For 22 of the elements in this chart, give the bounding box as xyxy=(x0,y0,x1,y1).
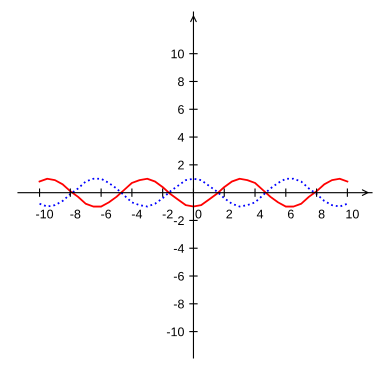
y-tick-label: 4 xyxy=(178,132,184,142)
x-tick-label: 0 xyxy=(195,210,202,218)
x-tick-label: -4 xyxy=(132,210,142,218)
y-tick-label: -6 xyxy=(174,272,184,281)
y-tick-label: -4 xyxy=(174,244,184,253)
x-tick-label: -2 xyxy=(162,210,173,218)
y-tick-label: -2 xyxy=(174,216,184,225)
x-tick-label: 6 xyxy=(288,210,294,218)
x-tick-label: 8 xyxy=(318,210,325,218)
x-tick-label: 10 xyxy=(346,210,359,218)
y-tick-label: -10 xyxy=(166,327,184,336)
y-tick-label: 8 xyxy=(178,77,184,86)
x-tick-label: 2 xyxy=(226,210,232,218)
line-series xyxy=(38,178,348,208)
y-tick-label: 2 xyxy=(178,160,184,170)
y-tick-label: 6 xyxy=(178,105,184,114)
y-tick-label: -8 xyxy=(174,300,184,308)
x-tick-label: -10 xyxy=(36,210,54,218)
x-tick-label: 4 xyxy=(256,210,264,218)
x-tick-label: -8 xyxy=(70,210,80,218)
y-tick-label: 10 xyxy=(171,49,184,58)
x-tick-label: -6 xyxy=(101,210,112,218)
